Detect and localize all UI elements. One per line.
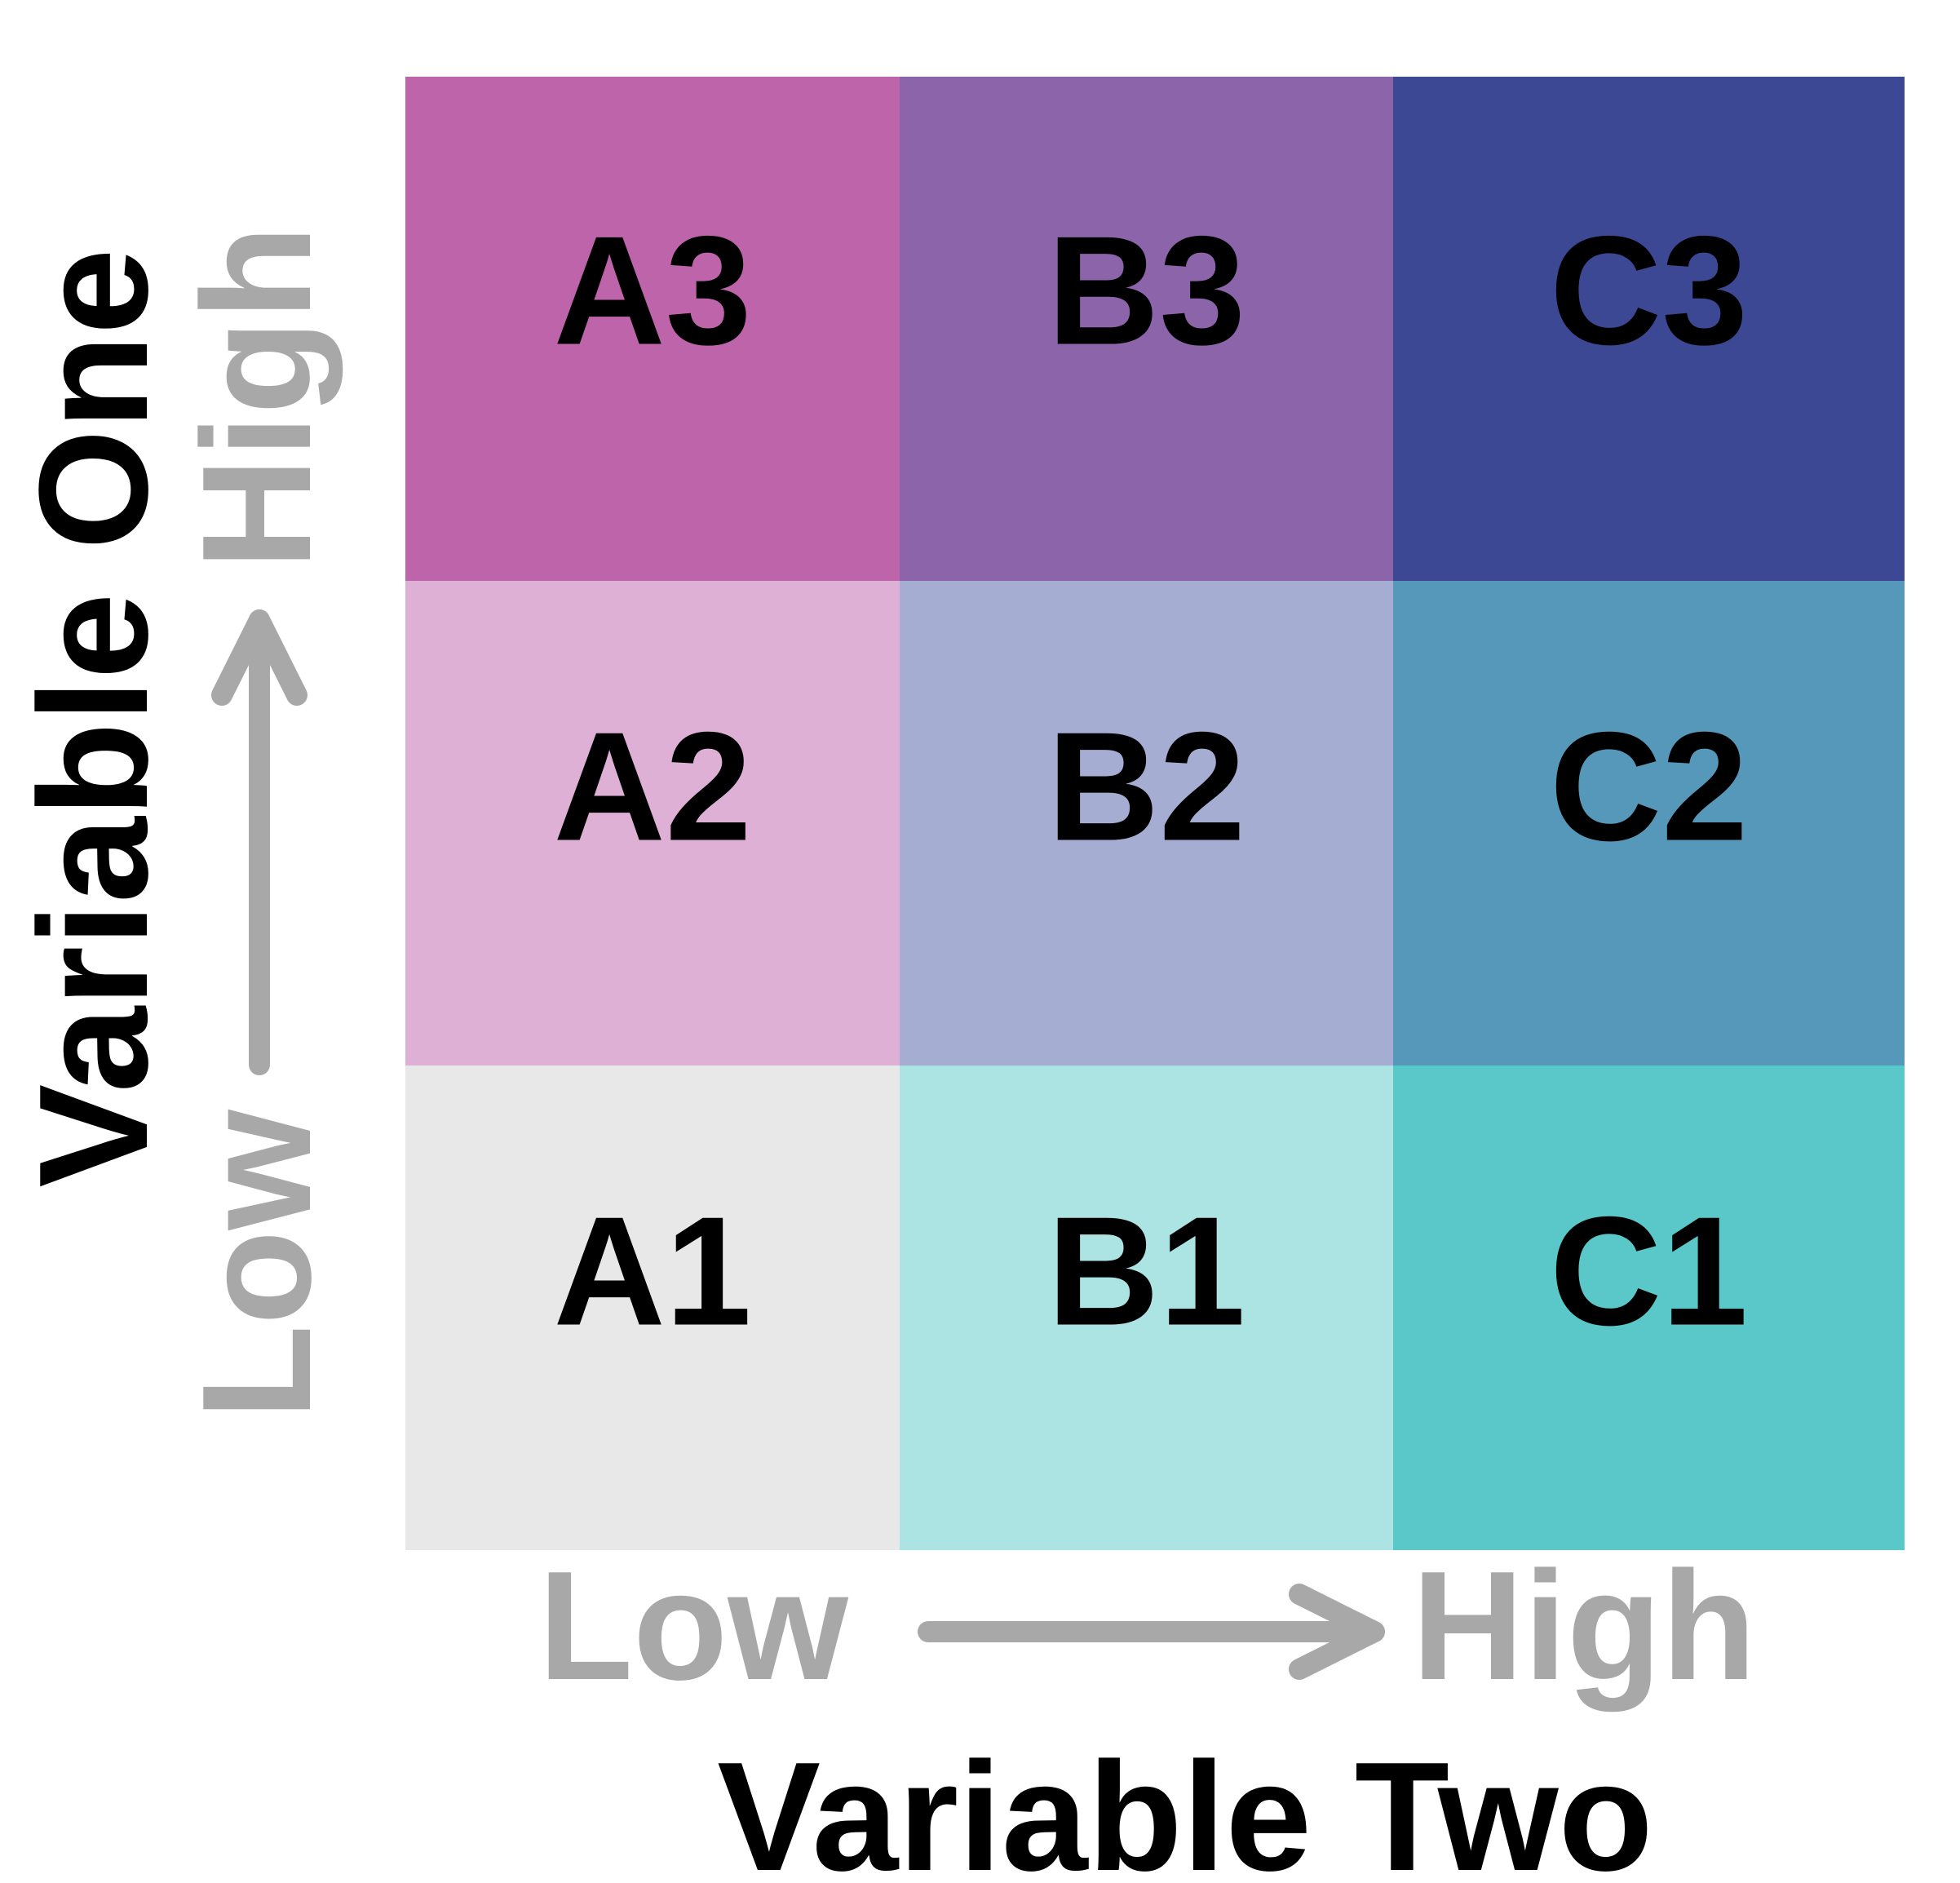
y-axis-high-label: High	[170, 225, 343, 569]
y-axis-arrow	[211, 609, 307, 1075]
cell-label-a3: A3	[554, 205, 752, 378]
cell-label-c1: C1	[1550, 1185, 1748, 1358]
x-axis-low-label: Low	[538, 1540, 849, 1712]
x-axis-high-label: High	[1412, 1540, 1756, 1712]
y-axis-arrowhead	[211, 609, 307, 706]
cell-label-c3: C3	[1550, 205, 1748, 378]
cell-label-b1: B1	[1047, 1185, 1245, 1358]
cell-a3	[405, 77, 900, 581]
x-axis-title: Variable Two	[717, 1730, 1653, 1883]
cells-layer: A3 B3 C3 A2 B2 C2 A1 B1 C1	[405, 77, 1905, 1550]
y-axis-low-label: Low	[170, 1109, 343, 1420]
cell-a1	[405, 1066, 900, 1550]
cell-c2	[1393, 581, 1905, 1066]
cell-a2	[405, 581, 900, 1066]
cell-b3	[900, 77, 1393, 581]
cell-c3	[1393, 77, 1905, 581]
cell-label-b2: B2	[1047, 700, 1245, 873]
x-axis-arrow	[918, 1584, 1385, 1680]
y-axis-title: Variable One	[7, 248, 180, 1187]
cell-b1	[900, 1066, 1393, 1550]
x-axis-arrowhead	[1289, 1584, 1385, 1680]
cell-label-a2: A2	[554, 700, 752, 873]
cell-label-a1: A1	[554, 1185, 752, 1358]
cell-b2	[900, 581, 1393, 1066]
cell-label-b3: B3	[1047, 205, 1245, 378]
cell-c1	[1393, 1066, 1905, 1550]
cell-label-c2: C2	[1550, 700, 1748, 873]
